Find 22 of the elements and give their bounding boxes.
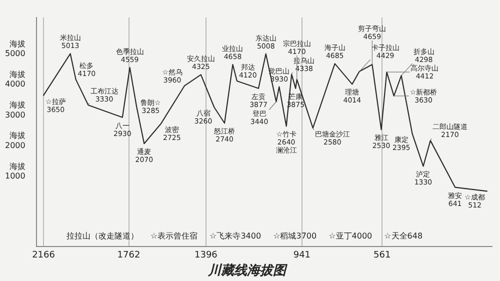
text: 川藏线海拔图 [207,262,288,279]
y-axis-title: 海拔 [9,162,26,171]
y-tick-label: 1000 [5,171,26,180]
annotation: ☆亚丁4000 [328,232,372,241]
text: 海拔 [9,131,26,140]
y-tick-label: 2000 [5,140,26,150]
text: 海拔 [9,40,26,49]
x-tick-label: 561 [374,250,391,260]
y-tick-label: 5000 [5,49,26,58]
text: 海拔 [9,100,26,110]
y-tick-label: 4000 [5,80,26,89]
x-tick-label: 1762 [117,250,140,260]
y-tick-label: 3000 [5,110,26,120]
annotation: ☆天全648 [384,232,423,241]
annotation: 拉拉山（改走隧道） [66,232,138,241]
annotation: ☆稻城3700 [273,232,317,241]
x-tick-label: 941 [293,250,311,260]
annotation: ☆飞来寺3400 [210,232,262,241]
annotation: ☆表示曾住宿 [150,232,198,241]
x-tick-label: 2166 [32,250,56,260]
text: 海拔 [9,70,26,80]
x-tick-label: 1396 [194,250,218,260]
